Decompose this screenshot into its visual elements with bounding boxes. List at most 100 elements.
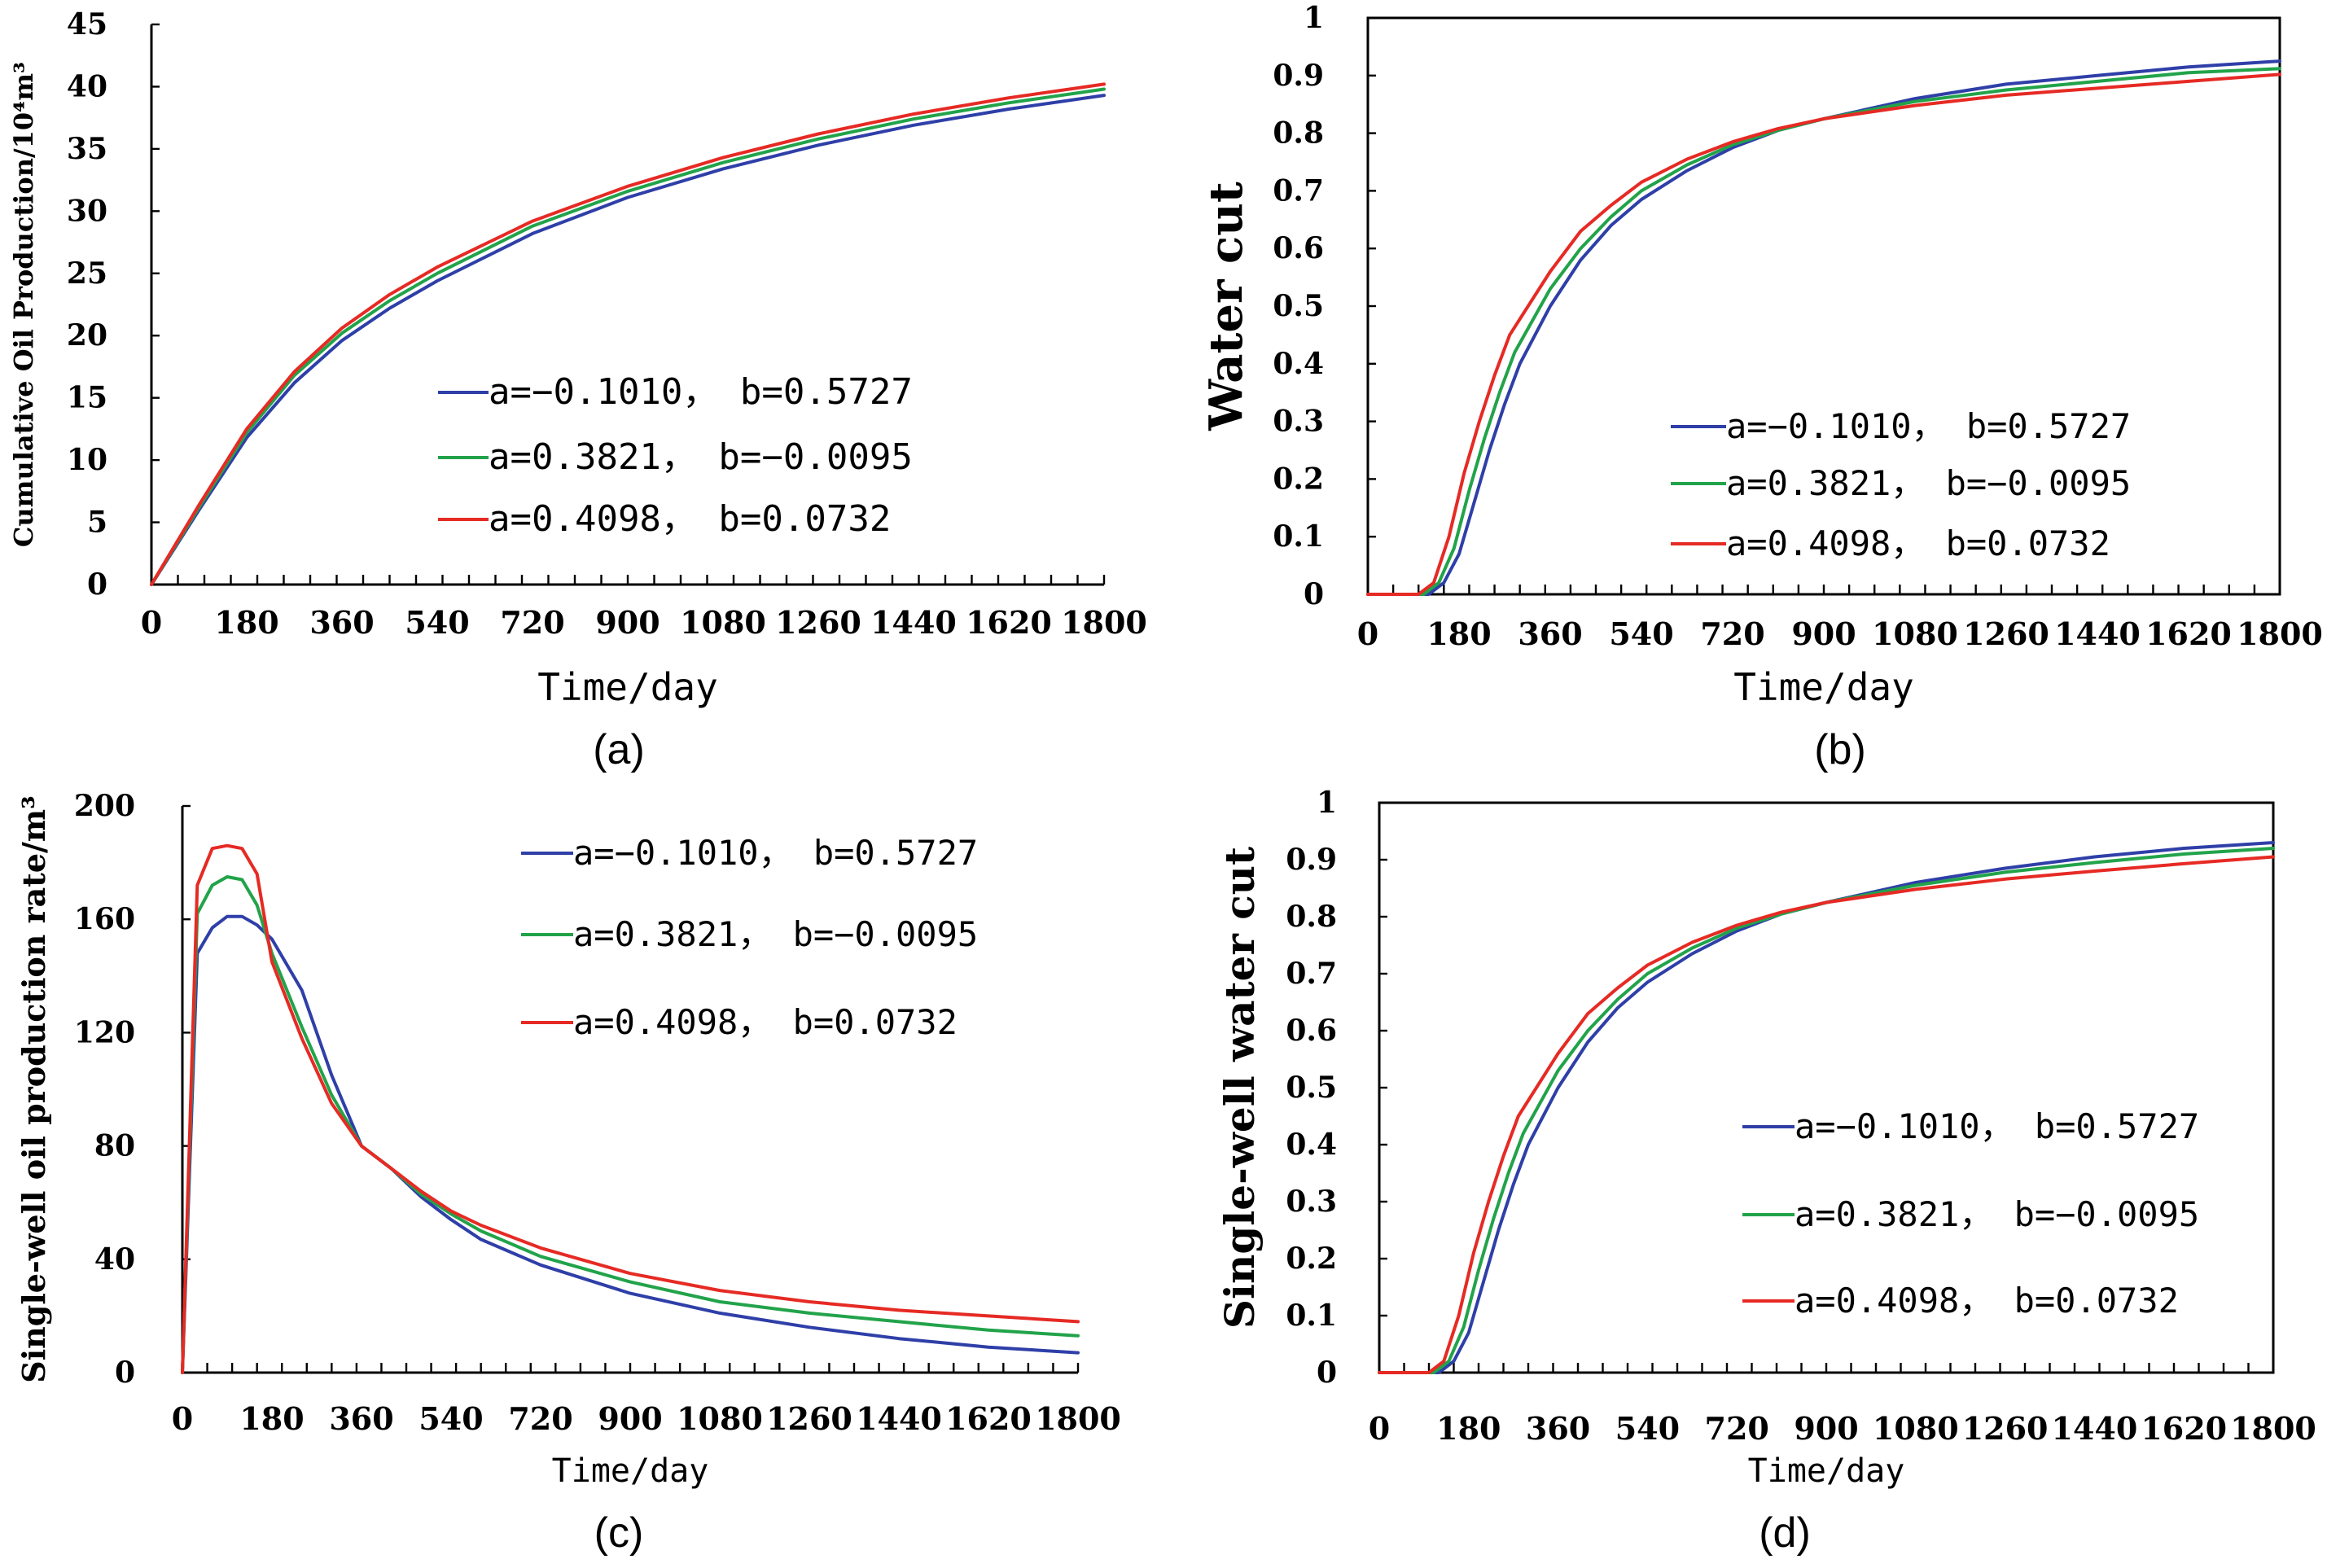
series-line-2	[150, 87, 1106, 586]
y-tick-label: 0.5	[1286, 1071, 1337, 1105]
x-tick-label: 1080	[1872, 615, 1958, 652]
y-tick-label: 160	[74, 902, 135, 936]
x-tick-label: 180	[1436, 1410, 1501, 1447]
y-tick-label: 0.7	[1273, 173, 1324, 208]
x-tick-label: 180	[239, 1400, 304, 1437]
y-tick-label: 40	[67, 69, 107, 103]
y-tick-label: 1	[1317, 786, 1337, 820]
chart-d: 0 0.1 0.2 0.3 0.4 0.5 0.6 0.7 0.8 0.9 1 0 180 360 540 7…	[1216, 786, 2316, 1557]
legend-label: a=0.4098， b=0.0732	[1795, 1281, 2179, 1321]
x-tick-label: 1080	[1873, 1410, 1959, 1447]
series-line-3	[1366, 72, 2281, 596]
y-axis-title: Single-well oil production rate/m³	[15, 795, 52, 1382]
series-line-3	[1378, 855, 2275, 1374]
y-tick-label: 80	[94, 1129, 135, 1163]
x-axis-title: Time/day	[537, 665, 718, 709]
y-tick-label: 0.2	[1273, 462, 1324, 496]
x-tick-label: 1800	[2230, 1410, 2316, 1447]
panel-caption: (c)	[594, 1509, 644, 1557]
y-tick-label: 0.9	[1286, 843, 1337, 877]
plot-frame	[1366, 16, 2281, 596]
x-tick-label: 1620	[966, 604, 1052, 641]
y-tick-label: 40	[94, 1242, 135, 1277]
x-tick-label: 1080	[680, 604, 766, 641]
legend-label: a=−0.1010， b=0.5727	[573, 833, 978, 873]
x-tick-label: 720	[508, 1400, 572, 1437]
legend-label: a=−0.1010， b=0.5727	[489, 371, 913, 413]
y-tick-label: 0	[1304, 577, 1324, 611]
legend-label: a=0.4098， b=0.0732	[489, 498, 891, 540]
y-tick-label: 0.7	[1286, 957, 1337, 991]
series-line-2	[1366, 67, 2281, 596]
x-tick-label: 0	[1357, 615, 1378, 652]
x-tick-label: 900	[1794, 1410, 1858, 1447]
y-tick-label: 5	[87, 506, 107, 540]
y-tick-label: 25	[67, 256, 107, 291]
x-tick-label: 180	[214, 604, 278, 641]
y-tick-label: 0.4	[1286, 1128, 1337, 1162]
y-tick-label: 0.3	[1286, 1185, 1337, 1219]
x-tick-label: 900	[1791, 615, 1856, 652]
x-tick-label: 720	[500, 604, 564, 641]
y-tick-label: 0.8	[1273, 116, 1324, 151]
y-tick-label: 0.1	[1273, 519, 1324, 554]
y-tick-label: 20	[67, 318, 107, 353]
panel-caption: (d)	[1759, 1509, 1811, 1557]
y-tick-label: 0.5	[1273, 289, 1324, 323]
legend-label: a=0.3821， b=−0.0095	[489, 436, 913, 478]
x-tick-label: 0	[141, 604, 162, 641]
series-line-3	[150, 82, 1106, 586]
x-axis-title: Time/day	[1733, 665, 1914, 709]
chart-b: 0 0.1 0.2 0.3 0.4 0.5 0.6 0.7 0.8 0.9 1 0 180 360 540 7…	[1199, 1, 2323, 773]
y-tick-label: 1	[1304, 1, 1324, 35]
x-tick-label: 900	[595, 604, 660, 641]
series-line-1	[1366, 59, 2281, 596]
legend-label: a=−0.1010， b=0.5727	[1795, 1106, 2199, 1146]
panel-caption: (b)	[1814, 726, 1866, 773]
x-axis-title: Time/day	[552, 1452, 709, 1490]
legend-label: a=0.4098， b=0.0732	[573, 1002, 958, 1042]
y-tick-label: 30	[67, 194, 107, 228]
legend-label: a=0.3821， b=−0.0095	[1726, 463, 2131, 503]
chart-c: 0 40 80 120 160 200 0 180 360 540 720 900 1080 1260 14…	[15, 789, 1121, 1557]
x-tick-label: 720	[1700, 615, 1764, 652]
x-tick-label: 1440	[856, 1400, 942, 1437]
y-tick-label: 200	[74, 789, 135, 823]
y-tick-label: 0.6	[1273, 231, 1324, 265]
panel-caption: (a)	[593, 726, 645, 773]
x-tick-label: 540	[1615, 1410, 1680, 1447]
legend-label: a=−0.1010， b=0.5727	[1726, 406, 2131, 446]
y-axis-title: Cumulative Oil Production/10⁴m³	[8, 62, 39, 547]
x-tick-label: 1440	[2054, 615, 2141, 652]
y-tick-label: 45	[67, 7, 107, 42]
x-tick-label: 360	[329, 1400, 393, 1437]
x-tick-label: 540	[1609, 615, 1673, 652]
x-tick-label: 720	[1705, 1410, 1769, 1447]
x-tick-label: 1260	[1963, 615, 2049, 652]
legend-label: a=0.4098， b=0.0732	[1726, 523, 2110, 563]
x-tick-label: 1620	[2141, 1410, 2227, 1447]
x-tick-label: 360	[1526, 1410, 1590, 1447]
y-tick-label: 0.8	[1286, 900, 1337, 934]
chart-a: 0 5 10 15 20 25 30 35 40 45 0 180 360 540 720 900 1080 12…	[8, 7, 1147, 773]
x-tick-label: 1800	[1061, 604, 1147, 641]
series-line-2	[1378, 847, 2275, 1374]
y-axis-title: Water cut	[1199, 182, 1253, 431]
x-axis-title: Time/day	[1748, 1452, 1905, 1490]
y-tick-label: 10	[67, 443, 107, 477]
y-tick-label: 0	[1317, 1356, 1337, 1390]
x-tick-label: 360	[1518, 615, 1582, 652]
series-line-1	[181, 914, 1080, 1374]
x-tick-label: 1620	[2145, 615, 2232, 652]
y-tick-label: 120	[74, 1015, 135, 1049]
y-tick-label: 0.4	[1273, 347, 1324, 381]
x-tick-label: 1260	[1962, 1410, 2049, 1447]
series-line-1	[150, 94, 1106, 586]
x-tick-label: 900	[598, 1400, 662, 1437]
x-tick-label: 0	[1369, 1410, 1390, 1447]
x-tick-label: 540	[419, 1400, 483, 1437]
legend-label: a=0.3821， b=−0.0095	[1795, 1194, 2199, 1234]
series-line-1	[1378, 841, 2275, 1374]
x-tick-label: 1260	[775, 604, 861, 641]
